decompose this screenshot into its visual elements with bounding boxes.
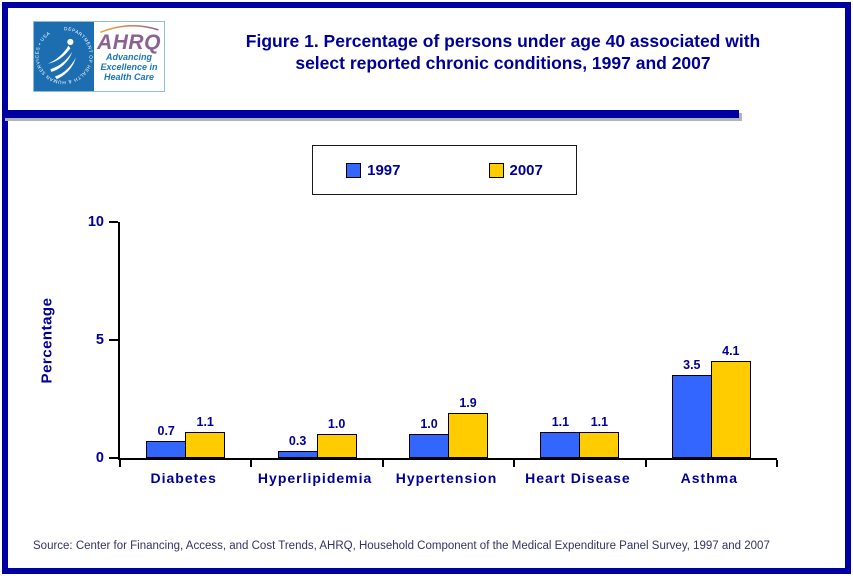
x-axis-label-hypertension: Hypertension: [395, 470, 498, 486]
bar-slot-2007-hypertension: 1.9: [448, 222, 489, 458]
bar-value-label-1997-hypertension: 1.0: [420, 417, 438, 432]
bar-1997-diabetes: [146, 441, 187, 458]
ahrq-tagline-line1: Advancing: [105, 52, 152, 62]
bar-value-label-1997-hyperlipidemia: 0.3: [288, 433, 307, 448]
bar-value-label-1997-asthma: 3.5: [683, 358, 701, 373]
plot-area: 0 5 10 0.7 1.1 0.3 1.0 1.0 1.9 1.1 1.1 3.5 4.1: [88, 214, 778, 467]
header-divider-bar: [2, 110, 739, 118]
bar-value-label-2007-hyperlipidemia: 1.0: [327, 417, 346, 432]
x-axis-labels: Diabetes Hyperlipidemia Hypertension Heart …: [118, 470, 775, 486]
x-tick: [513, 460, 516, 467]
bar-slot-1997-hyperlipidemia: 0.3: [277, 222, 318, 458]
ahrq-hhs-logo: DEPARTMENT OF HEALTH & HUMAN SERVICES • …: [33, 21, 165, 92]
y-tick-5: [109, 339, 118, 341]
legend-item-1997: 1997: [346, 161, 401, 179]
y-tick-label-10: 10: [87, 214, 104, 230]
chart-area: Percentage 0 5 10 0.7 1.1 0.3 1.0 1.0 1.9 1.1 1.1 3…: [8, 8, 845, 568]
x-tick: [119, 460, 121, 467]
ahrq-tagline-line2: Excellence in: [100, 62, 158, 72]
bar-group-heart-disease: 1.1 1.1: [514, 222, 645, 458]
x-tick: [250, 460, 253, 467]
hhs-seal: DEPARTMENT OF HEALTH & HUMAN SERVICES • …: [34, 22, 94, 91]
y-axis-title: Percentage: [36, 222, 58, 458]
figure-title-line2: select reported chronic conditions, 1997…: [295, 53, 711, 73]
bar-group-hypertension: 1.0 1.9: [383, 222, 514, 458]
bar-2007-diabetes: [185, 432, 226, 458]
y-tick-label-5: 5: [95, 332, 104, 348]
bar-2007-asthma: [710, 361, 751, 458]
bar-slot-2007-diabetes: 1.1: [185, 222, 226, 458]
legend-swatch-2007: [488, 162, 504, 178]
bar-value-label-1997-heart-disease: 1.1: [551, 415, 570, 430]
bar-1997-heart-disease: [540, 432, 581, 458]
x-axis-label-asthma: Asthma: [680, 470, 738, 486]
bar-2007-heart-disease: [579, 432, 620, 458]
bar-1997-asthma: [671, 375, 712, 458]
bar-1997-hyperlipidemia: [277, 450, 318, 458]
bar-1997-hypertension: [409, 434, 450, 458]
bar-value-label-2007-heart-disease: 1.1: [590, 415, 609, 430]
ahrq-wordmark-block: AHRQ Advancing Excellence in Health Care: [94, 22, 164, 91]
bar-groups: 0.7 1.1 0.3 1.0 1.0 1.9 1.1 1.1 3.5 4.1: [120, 222, 777, 458]
bar-slot-2007-hyperlipidemia: 1.0: [316, 222, 357, 458]
x-tick: [776, 460, 778, 467]
x-tick: [381, 460, 384, 467]
hhs-eagle-icon: DEPARTMENT OF HEALTH & HUMAN SERVICES • …: [35, 26, 93, 85]
bar-slot-2007-heart-disease: 1.1: [579, 222, 620, 458]
y-tick-label-0: 0: [95, 450, 104, 466]
x-axis-label-hyperlipidemia: Hyperlipidemia: [257, 470, 373, 486]
ahrq-swoosh-icon: [99, 25, 159, 33]
bar-slot-1997-asthma: 3.5: [671, 222, 712, 458]
legend-label-2007: 2007: [509, 161, 543, 179]
ahrq-tagline-line3: Health Care: [103, 72, 155, 82]
ahrq-acronym: AHRQ: [97, 31, 161, 54]
x-tick: [644, 460, 647, 467]
bar-2007-hypertension: [448, 413, 489, 458]
bar-group-asthma: 3.5 4.1: [646, 222, 777, 458]
y-axis-title-text: Percentage: [38, 297, 56, 383]
bar-slot-2007-asthma: 4.1: [710, 222, 751, 458]
y-tick-10: [109, 221, 118, 223]
x-axis-label-diabetes: Diabetes: [150, 470, 217, 486]
bar-group-hyperlipidemia: 0.3 1.0: [251, 222, 382, 458]
bar-slot-1997-hypertension: 1.0: [409, 222, 450, 458]
y-tick-0: [109, 457, 118, 459]
bar-value-label-2007-asthma: 4.1: [722, 344, 740, 359]
legend-label-1997: 1997: [367, 161, 401, 179]
chart-legend: 1997 2007: [312, 145, 577, 195]
figure-title-line1: Figure 1. Percentage of persons under ag…: [245, 31, 761, 51]
bar-value-label-1997-diabetes: 0.7: [157, 424, 175, 439]
legend-item-2007: 2007: [488, 161, 543, 179]
bar-value-label-2007-diabetes: 1.1: [196, 415, 214, 430]
bar-group-diabetes: 0.7 1.1: [120, 222, 251, 458]
bar-2007-hyperlipidemia: [316, 434, 357, 458]
bar-slot-1997-diabetes: 0.7: [146, 222, 187, 458]
source-note: Source: Center for Financing, Access, an…: [33, 540, 770, 552]
legend-swatch-1997: [346, 162, 362, 178]
bar-slot-1997-heart-disease: 1.1: [540, 222, 581, 458]
figure-title: Figure 1. Percentage of persons under ag…: [168, 30, 838, 74]
bar-value-label-2007-hypertension: 1.9: [459, 396, 477, 411]
x-axis-label-heart-disease: Heart Disease: [525, 470, 631, 486]
